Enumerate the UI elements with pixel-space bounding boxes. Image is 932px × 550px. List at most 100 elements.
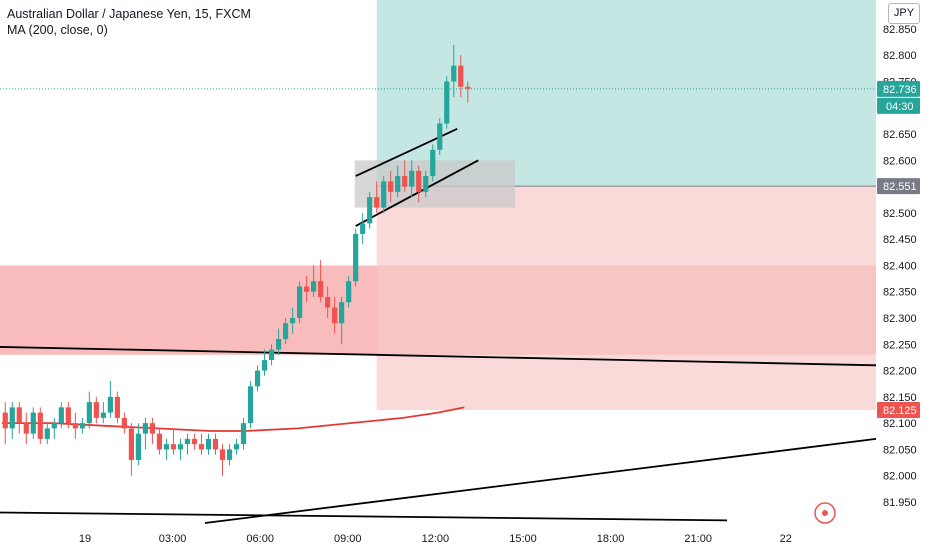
candle-12 [79, 417, 85, 434]
candle-body [261, 360, 268, 371]
candle-body [184, 438, 191, 445]
candle-37 [254, 365, 261, 392]
trendline-2 [204, 438, 877, 524]
price-tick-label: 82.450 [883, 234, 917, 246]
candle-body [437, 123, 443, 150]
candle-body [65, 407, 71, 424]
candle-body [409, 170, 415, 187]
time-tick-label: 21:00 [684, 533, 712, 545]
candle-3 [16, 402, 22, 434]
candle-45 [311, 265, 317, 297]
currency-button[interactable]: JPY [888, 3, 920, 24]
price-tick-label: 82.800 [883, 50, 917, 62]
candle-body [402, 176, 408, 187]
candle-8 [51, 417, 57, 439]
time-tick-label: 03:00 [159, 533, 187, 545]
candle-body [149, 423, 156, 434]
candle-body [23, 423, 29, 434]
badge-label: 82.736 [883, 84, 917, 96]
candle-7 [44, 423, 50, 445]
candle-body [114, 396, 120, 418]
badge-bg [877, 401, 920, 418]
candle-body [219, 449, 226, 460]
trendline-1 [0, 346, 877, 367]
candle-1 [2, 402, 8, 445]
candle-54 [374, 181, 380, 213]
candle-41 [282, 318, 289, 345]
candle-49 [339, 296, 345, 345]
candle-53 [367, 191, 373, 229]
candle-26 [177, 438, 184, 460]
candle-10 [65, 402, 71, 429]
candle-11 [72, 412, 78, 439]
candle-body [107, 396, 113, 413]
candle-body [240, 423, 247, 445]
price-tick-label: 82.200 [883, 366, 917, 378]
candle-body [58, 407, 64, 424]
candle-body [444, 81, 450, 124]
candle-body [388, 181, 394, 192]
candle-body [37, 412, 43, 439]
candle-29 [198, 433, 205, 455]
candle-body [121, 417, 127, 429]
candle-17 [114, 391, 120, 424]
candle-58 [402, 160, 408, 192]
candle-15 [100, 402, 106, 424]
loss-zone [376, 186, 876, 410]
candle-43 [296, 281, 303, 324]
candle-body [374, 197, 380, 208]
candle-body [79, 423, 85, 429]
trendline-4 [355, 159, 479, 227]
candle-body [163, 444, 170, 450]
candle-48 [332, 296, 338, 334]
candle-23 [156, 428, 163, 455]
candle-55 [381, 176, 387, 213]
candle-body [247, 386, 254, 424]
candle-50 [346, 275, 352, 308]
candle-body [198, 444, 205, 450]
candle-62 [430, 144, 436, 182]
symbol-title: Australian Dollar / Japanese Yen, 15, FX… [7, 7, 251, 21]
ma-200-line [1, 406, 465, 432]
candle-40 [275, 328, 282, 355]
candle-body [233, 444, 240, 450]
candle-33 [226, 444, 233, 466]
candle-body [226, 449, 233, 460]
price-tick-label: 81.950 [883, 497, 917, 509]
candle-42 [289, 307, 296, 334]
candle-body [458, 65, 464, 87]
candle-21 [142, 417, 149, 450]
candle-52 [360, 212, 366, 245]
candle-body [282, 323, 289, 340]
candle-67 [465, 81, 471, 103]
candle-65 [451, 44, 457, 98]
price-tick-label: 82.150 [883, 392, 917, 404]
candle-body [332, 307, 338, 324]
candle-22 [149, 417, 156, 445]
candle-6 [37, 407, 43, 445]
candle-body [423, 176, 429, 192]
candle-body [44, 428, 50, 439]
price-tick-label: 82.400 [883, 260, 917, 272]
candle-body [268, 349, 275, 361]
target-icon[interactable] [814, 502, 836, 524]
candle-body [30, 412, 36, 434]
candle-body [465, 86, 471, 89]
candle-56 [388, 170, 394, 203]
candle-body [100, 412, 106, 418]
candle-body [254, 370, 261, 387]
badge-label: 82.125 [883, 405, 917, 417]
price-badge-2: 82.551 [877, 178, 920, 195]
candle-39 [268, 344, 275, 366]
price-tick-label: 82.350 [883, 287, 917, 299]
price-tick-label: 82.100 [883, 418, 917, 430]
price-tick-label: 82.650 [883, 129, 917, 141]
candle-25 [170, 428, 177, 455]
candle-60 [416, 165, 422, 203]
candle-body [339, 302, 345, 324]
price-tick-label: 82.250 [883, 339, 917, 351]
chart-legend: Australian Dollar / Japanese Yen, 15, FX… [7, 6, 251, 38]
candle-body [170, 444, 177, 450]
candle-57 [395, 165, 401, 198]
